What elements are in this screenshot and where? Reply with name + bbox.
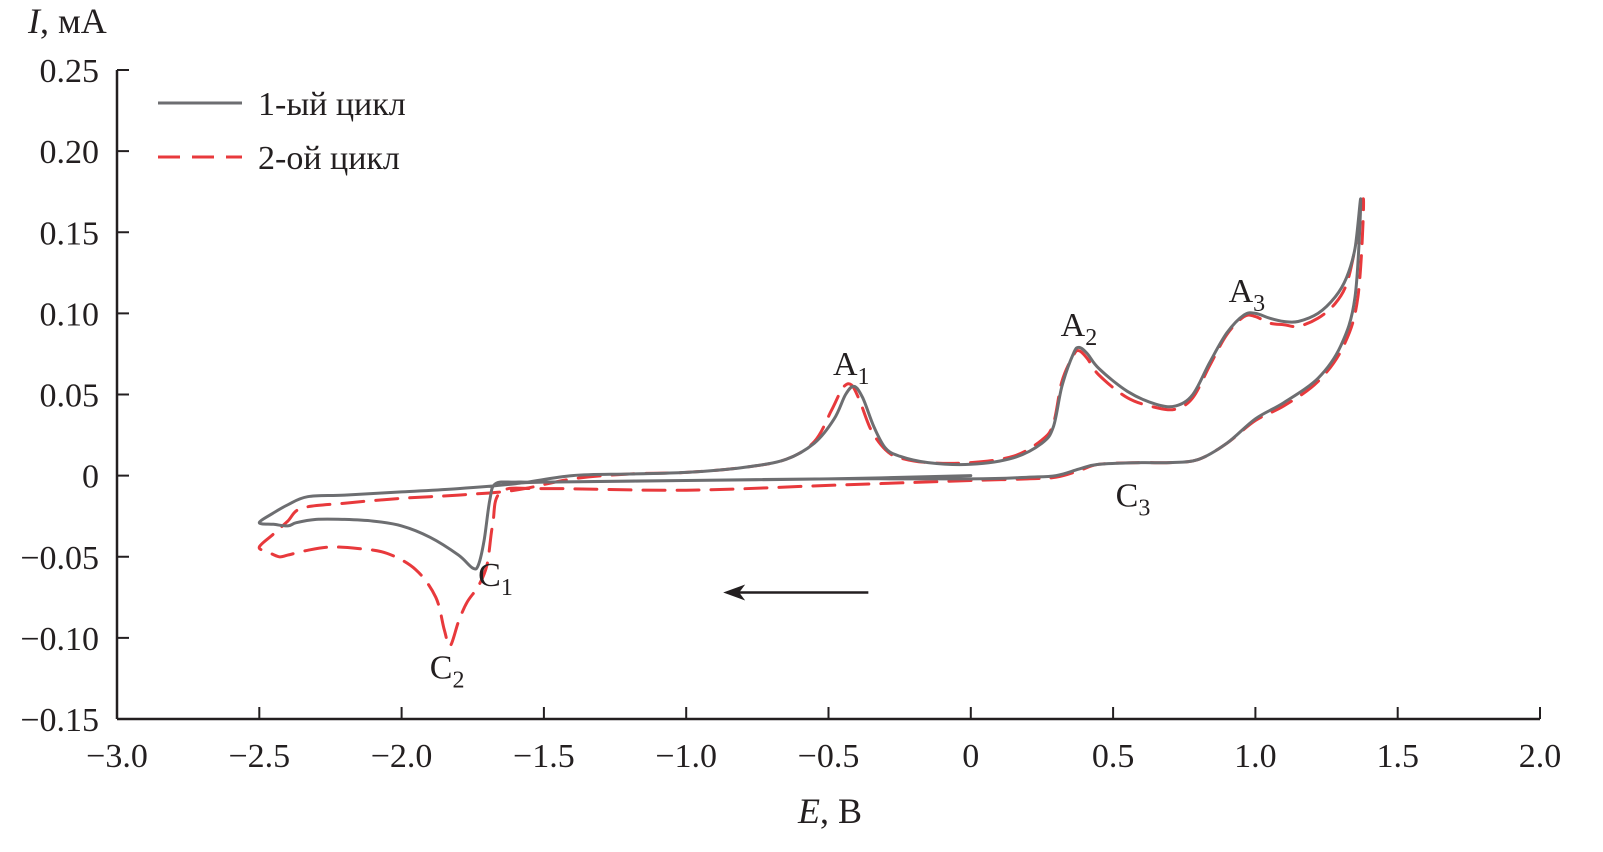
peak-label-a2: A2 [1061, 307, 1098, 351]
y-tick-label: −0.05 [20, 540, 99, 577]
y-tick-label: −0.15 [20, 702, 99, 739]
series-line-cycle-1 [257, 197, 1363, 571]
x-tick-label: −2.0 [371, 738, 433, 775]
peak-label-c3: C3 [1116, 477, 1151, 521]
x-axis-unit: , В [820, 791, 862, 831]
x-tick-label: −1.0 [655, 738, 717, 775]
y-axis-variable: I [27, 1, 42, 41]
legend-label-cycle-2: 2-ой цикл [258, 140, 400, 177]
y-tick-label: 0.20 [40, 134, 100, 171]
x-tick-label: −1.5 [513, 738, 575, 775]
y-tick-label: −0.10 [20, 621, 99, 658]
x-axis-title: E, В [797, 791, 862, 831]
plot-area [257, 197, 1366, 648]
x-axis-variable: E [797, 791, 820, 831]
x-tick-label: 1.5 [1376, 738, 1419, 775]
x-tick-label: −3.0 [86, 738, 148, 775]
x-tick-label: 1.0 [1234, 738, 1277, 775]
scan-direction-arrowhead [723, 584, 746, 601]
x-tick-label: 0.5 [1092, 738, 1135, 775]
peak-label-c2: C2 [430, 649, 465, 693]
series-line-cycle-2 [257, 197, 1366, 648]
y-axis-unit: , мА [40, 1, 107, 41]
y-tick-label: 0.15 [40, 215, 100, 252]
peak-label-a3: A3 [1229, 273, 1266, 317]
axes: −3.0 −2.5 −2.0 −1.5 −1.0 −0.5 0 0.5 1.0 1.5 2.0 −0.… [20, 53, 1561, 775]
peak-label-a1: A1 [833, 346, 870, 390]
x-tick-label: −0.5 [798, 738, 860, 775]
peak-annotations: A1 A2 A3 C1 C2 C3 [430, 273, 1265, 693]
y-tick-label: 0.25 [40, 53, 100, 90]
y-tick-label: 0 [82, 459, 99, 496]
x-tick-label: −2.5 [228, 738, 290, 775]
y-tick-label: 0.05 [40, 378, 100, 415]
legend-label-cycle-1: 1-ый цикл [258, 86, 406, 123]
y-tick-label: 0.10 [40, 296, 100, 333]
x-tick-label: 2.0 [1519, 738, 1562, 775]
y-axis-title: I, мА [27, 1, 107, 41]
legend: 1-ый цикл 2-ой цикл [158, 86, 406, 177]
peak-label-c1: C1 [478, 557, 513, 601]
x-tick-label: 0 [962, 738, 979, 775]
